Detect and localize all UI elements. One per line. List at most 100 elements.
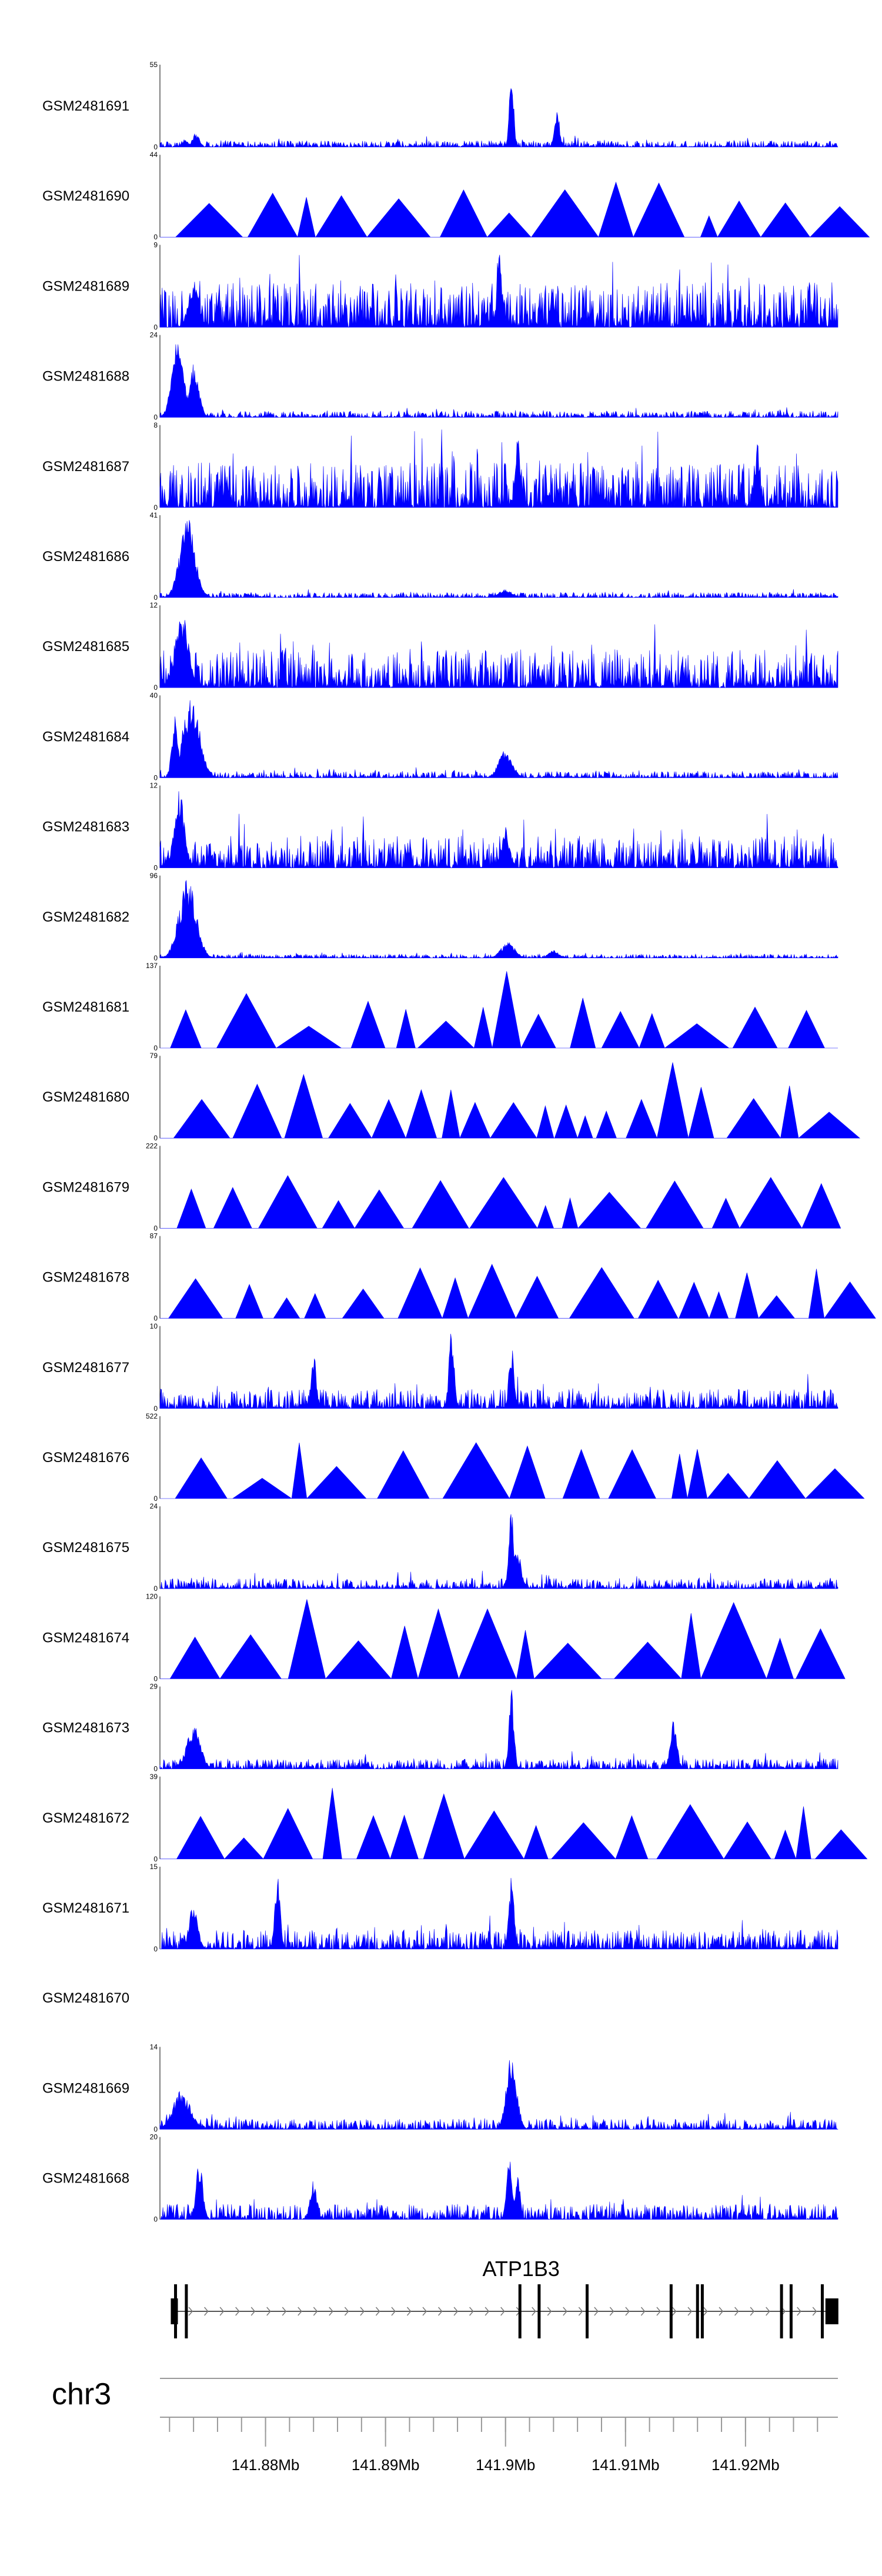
strand-arrow-icon [547,2307,552,2316]
track-GSM2481686: GSM2481686 41 0 [42,511,838,602]
y-min-label: 0 [153,1494,158,1503]
y-max-label: 15 [150,1863,158,1871]
coverage-area [159,88,838,148]
track-GSM2481674: GSM2481674 120 0 [42,1592,846,1683]
strand-arrow-icon [640,2307,646,2316]
coverage-area [159,620,838,689]
gene-exon [518,2284,522,2338]
track-label: GSM2481672 [42,1810,129,1826]
strand-arrow-icon [375,2307,380,2316]
track-GSM2481672: GSM2481672 39 0 [42,1773,868,1863]
y-max-label: 87 [150,1232,158,1240]
coverage-area [159,2161,838,2220]
y-min-label: 0 [153,1945,158,1953]
coverage-area [160,1175,841,1229]
y-min-label: 0 [153,143,158,151]
coverage-area [159,791,838,869]
track-label: GSM2481690 [42,188,129,204]
strand-arrow-icon [485,2307,490,2316]
y-min-label: 0 [153,1134,158,1142]
track-GSM2481688: GSM2481688 24 0 [42,331,838,422]
track-label: GSM2481670 [42,1990,129,2006]
strand-arrow-icon [734,2307,739,2316]
strand-arrow-icon [266,2307,271,2316]
track-label: GSM2481668 [42,2171,129,2187]
track-GSM2481680: GSM2481680 79 0 [42,1052,861,1142]
track-GSM2481679: GSM2481679 222 0 [42,1142,841,1232]
gene-exon [789,2284,793,2338]
y-min-label: 0 [153,1765,158,1773]
track-GSM2481687: GSM2481687 8 0 [42,421,838,512]
strand-arrow-icon [766,2307,770,2316]
strand-arrow-icon [235,2307,240,2316]
strand-arrow-icon [204,2307,209,2316]
strand-arrow-icon [406,2307,412,2316]
y-min-label: 0 [153,233,158,241]
track-GSM2481690: GSM2481690 44 0 [42,151,870,241]
gene-exon [820,2284,824,2338]
y-max-label: 222 [146,1142,158,1150]
strand-arrow-icon [500,2307,505,2316]
y-min-label: 0 [153,1044,158,1052]
strand-arrow-icon [812,2307,817,2316]
coverage-area [160,1442,865,1499]
y-max-label: 137 [146,962,158,970]
track-label: GSM2481676 [42,1450,129,1466]
y-max-label: 10 [150,1322,158,1330]
strand-arrow-icon [219,2307,225,2316]
strand-arrow-icon [719,2307,724,2316]
coverage-area [160,1263,876,1319]
y-min-label: 0 [153,1855,158,1863]
coverage-area [159,1333,838,1409]
track-label: GSM2481682 [42,909,129,925]
gene-exon [585,2284,589,2338]
y-max-label: 96 [150,872,158,880]
gene-exon [669,2284,673,2338]
track-label: GSM2481678 [42,1270,129,1286]
track-label: GSM2481669 [42,2080,129,2096]
y-min-label: 0 [153,503,158,512]
gene-exon [780,2284,783,2338]
track-GSM2481689: GSM2481689 9 0 [42,241,838,331]
strand-arrow-icon [563,2307,567,2316]
track-GSM2481681: GSM2481681 137 0 [42,962,838,1052]
strand-arrow-icon [687,2307,693,2316]
track-GSM2481691: GSM2481691 55 0 [42,61,838,151]
coverage-area [159,1690,838,1770]
strand-arrow-icon [391,2307,396,2316]
strand-arrow-icon [329,2307,333,2316]
chromosome-label: chr3 [52,2377,111,2411]
coverage-area [159,255,838,328]
strand-arrow-icon [703,2307,708,2316]
strand-arrow-icon [656,2307,661,2316]
track-label: GSM2481685 [42,639,129,655]
track-label: GSM2481684 [42,729,129,745]
y-max-label: 8 [153,421,158,429]
track-label: GSM2481673 [42,1720,129,1736]
y-min-label: 0 [153,593,158,602]
track-GSM2481683: GSM2481683 12 0 [42,782,838,872]
strand-arrow-icon [469,2307,474,2316]
coverage-area [159,2060,838,2130]
track-label: GSM2481687 [42,459,129,475]
y-max-label: 29 [150,1683,158,1691]
gene-label-atp1b3: ATP1B3 [483,2257,560,2281]
track-GSM2481678: GSM2481678 87 0 [42,1232,876,1323]
track-label: GSM2481679 [42,1179,129,1195]
y-max-label: 20 [150,2133,158,2141]
coverage-area [160,971,838,1049]
coverage-area [159,429,838,508]
y-max-label: 120 [146,1592,158,1600]
y-min-label: 0 [153,323,158,331]
gene-exon [174,2284,178,2338]
strand-arrow-icon [422,2307,427,2316]
track-GSM2481684: GSM2481684 40 0 [42,691,838,782]
coverage-area [159,1878,838,1950]
y-min-label: 0 [153,773,158,782]
strand-arrow-icon [188,2307,193,2316]
gene-track: ATP1B3 [171,2257,838,2338]
y-min-label: 0 [153,954,158,962]
track-GSM2481675: GSM2481675 24 0 [42,1502,838,1593]
strand-arrow-icon [250,2307,256,2316]
strand-arrow-icon [797,2307,801,2316]
